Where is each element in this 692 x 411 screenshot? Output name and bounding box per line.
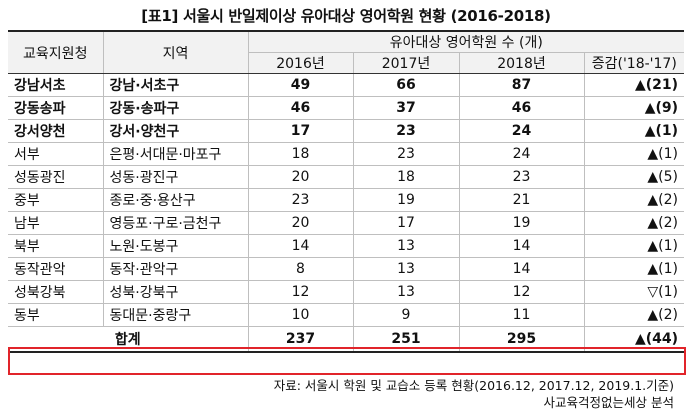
cell-district: 은평·서대문·마포구: [103, 142, 249, 166]
header-education-office: 교육지원청: [8, 30, 104, 74]
cell-office: 성북강북: [8, 280, 104, 304]
table-row: 강서양천 강서·양천구 17 23 24 ▲(1): [8, 119, 685, 143]
cell-office: 중부: [8, 188, 104, 212]
cell-change: ▲(2): [584, 303, 685, 327]
cell-2016: 10: [248, 303, 354, 327]
cell-change: ▽(1): [584, 280, 685, 304]
cell-2017: 17: [353, 211, 460, 235]
cell-2017: 23: [353, 119, 460, 143]
cell-change: ▲(1): [584, 234, 685, 258]
table-row: 강동송파 강동·송파구 46 37 46 ▲(9): [8, 96, 685, 120]
cell-2017: 18: [353, 165, 460, 189]
cell-change: ▲(9): [584, 96, 685, 120]
cell-2018: 19: [459, 211, 585, 235]
cell-2016: 20: [248, 211, 354, 235]
cell-office: 동부: [8, 303, 104, 327]
cell-office: 강동송파: [8, 96, 104, 120]
header-group: 유아대상 영어학원 수 (개): [248, 30, 685, 53]
cell-2017: 13: [353, 234, 460, 258]
cell-2016: 46: [248, 96, 354, 120]
cell-district: 동작·관악구: [103, 257, 249, 281]
cell-district: 노원·도봉구: [103, 234, 249, 258]
header-change: 증감('18-'17): [584, 52, 685, 74]
cell-2017: 66: [353, 73, 460, 97]
cell-office: 남부: [8, 211, 104, 235]
cell-district: 영등포·구로·금천구: [103, 211, 249, 235]
table-row: 서부 은평·서대문·마포구 18 23 24 ▲(1): [8, 142, 685, 166]
header-2017: 2017년: [353, 52, 460, 74]
cell-2018: 12: [459, 280, 585, 304]
table-row: 강남서초 강남·서초구 49 66 87 ▲(21): [8, 73, 685, 97]
table-title: [표1] 서울시 반일제이상 유아대상 영어학원 현황 (2016-2018): [141, 7, 551, 25]
table-row: 북부 노원·도봉구 14 13 14 ▲(1): [8, 234, 685, 258]
cell-district: 동대문·중랑구: [103, 303, 249, 327]
cell-2018: 46: [459, 96, 585, 120]
header-district: 지역: [103, 30, 249, 74]
cell-2018: 87: [459, 73, 585, 97]
cell-change: ▲(1): [584, 119, 685, 143]
cell-district: 종로·중·용산구: [103, 188, 249, 212]
table-row: 동작관악 동작·관악구 8 13 14 ▲(1): [8, 257, 685, 281]
cell-change: ▲(1): [584, 142, 685, 166]
cell-office: 동작관악: [8, 257, 104, 281]
table-row: 남부 영등포·구로·금천구 20 17 19 ▲(2): [8, 211, 685, 235]
table-body: 강남서초 강남·서초구 49 66 87 ▲(21) 강동송파 강동·송파구 46 37 46 ▲(9…: [8, 73, 685, 327]
cell-2016: 18: [248, 142, 354, 166]
cell-change: ▲(21): [584, 73, 685, 97]
total-2017: 251: [353, 326, 460, 353]
cell-2018: 23: [459, 165, 585, 189]
cell-office: 강남서초: [8, 73, 104, 97]
table-row: 동부 동대문·중랑구 10 9 11 ▲(2): [8, 303, 685, 327]
cell-2018: 14: [459, 234, 585, 258]
source-note: 자료: 서울시 학원 및 교습소 등록 현황(2016.12, 2017.12,…: [273, 378, 674, 393]
total-2018: 295: [459, 326, 585, 353]
cell-2016: 23: [248, 188, 354, 212]
cell-2018: 24: [459, 142, 585, 166]
cell-2016: 8: [248, 257, 354, 281]
cell-2016: 49: [248, 73, 354, 97]
cell-2016: 17: [248, 119, 354, 143]
header-2018: 2018년: [459, 52, 585, 74]
cell-2017: 23: [353, 142, 460, 166]
table-row: 성북강북 성북·강북구 12 13 12 ▽(1): [8, 280, 685, 304]
cell-2018: 21: [459, 188, 585, 212]
cell-district: 강서·양천구: [103, 119, 249, 143]
cell-2017: 13: [353, 280, 460, 304]
cell-2018: 24: [459, 119, 585, 143]
total-change: ▲(44): [584, 326, 685, 353]
cell-change: ▲(1): [584, 257, 685, 281]
header-2016: 2016년: [248, 52, 354, 74]
total-label: 합계: [8, 326, 249, 353]
cell-change: ▲(2): [584, 188, 685, 212]
cell-2016: 12: [248, 280, 354, 304]
cell-2016: 20: [248, 165, 354, 189]
cell-office: 서부: [8, 142, 104, 166]
cell-2017: 9: [353, 303, 460, 327]
cell-2017: 19: [353, 188, 460, 212]
cell-office: 북부: [8, 234, 104, 258]
cell-2018: 14: [459, 257, 585, 281]
cell-2017: 13: [353, 257, 460, 281]
total-2016: 237: [248, 326, 354, 353]
cell-district: 강동·송파구: [103, 96, 249, 120]
cell-district: 성동·광진구: [103, 165, 249, 189]
cell-change: ▲(5): [584, 165, 685, 189]
table-row: 중부 종로·중·용산구 23 19 21 ▲(2): [8, 188, 685, 212]
academy-table: 교육지원청 지역 유아대상 영어학원 수 (개) 2016년 2017년 201…: [8, 30, 685, 353]
cell-2016: 14: [248, 234, 354, 258]
total-row: 합계 237 251 295 ▲(44): [8, 326, 685, 353]
cell-office: 성동광진: [8, 165, 104, 189]
cell-2018: 11: [459, 303, 585, 327]
cell-2017: 37: [353, 96, 460, 120]
analysis-credit: 사교육걱정없는세상 분석: [543, 395, 674, 410]
cell-office: 강서양천: [8, 119, 104, 143]
cell-change: ▲(2): [584, 211, 685, 235]
table-row: 성동광진 성동·광진구 20 18 23 ▲(5): [8, 165, 685, 189]
cell-district: 성북·강북구: [103, 280, 249, 304]
cell-district: 강남·서초구: [103, 73, 249, 97]
